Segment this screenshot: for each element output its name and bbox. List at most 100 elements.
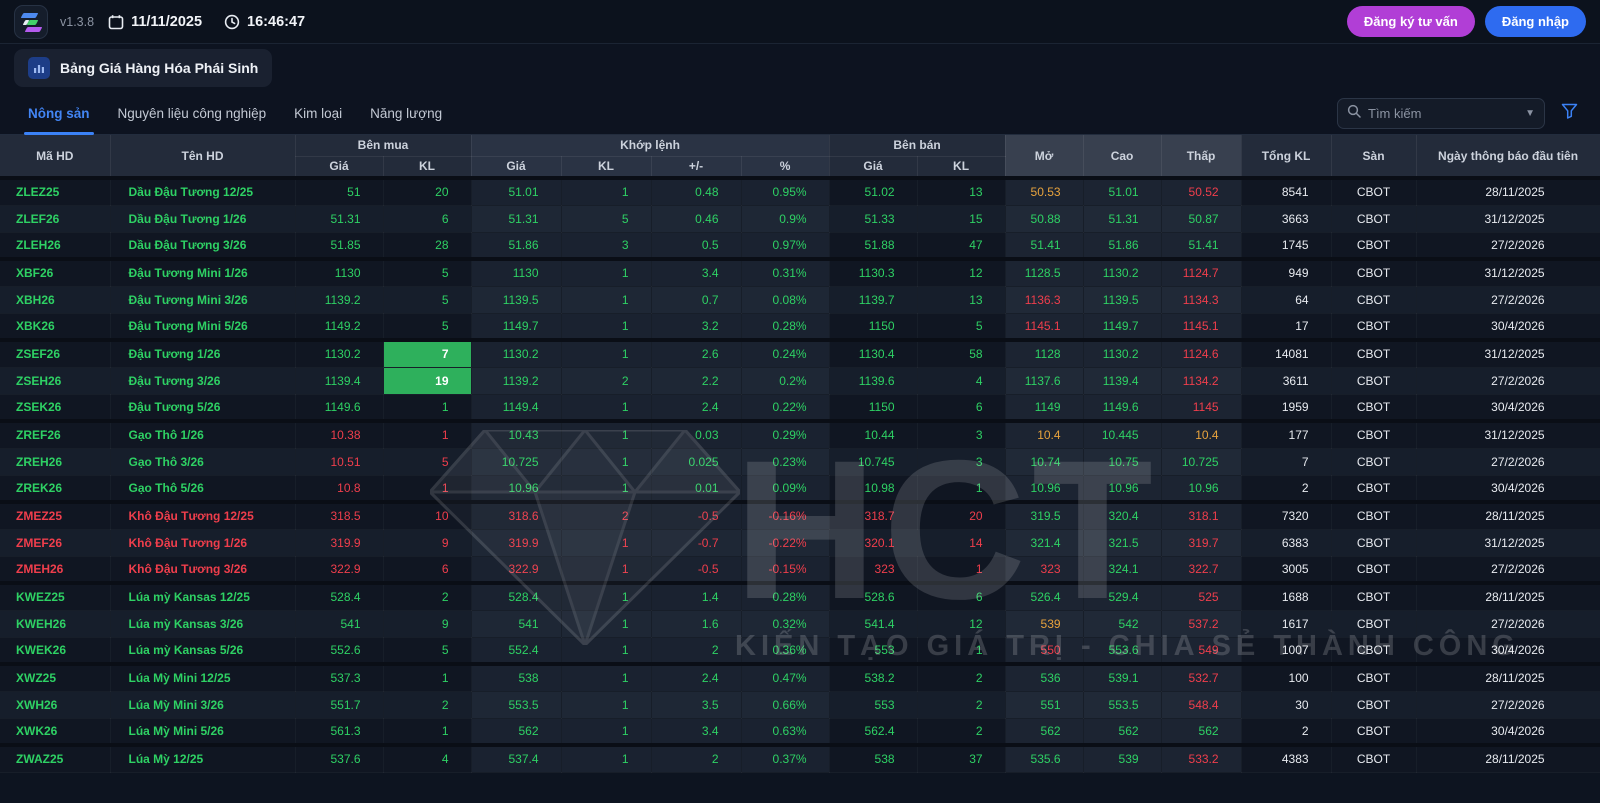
table-row[interactable]: XBK26 Đậu Tương Mini 5/26 1149.2 5 1149.7 1 3.… [0, 313, 1600, 341]
low-price: 525 [1161, 581, 1242, 611]
contract-name: Khô Đậu Tương 1/26 [110, 529, 296, 557]
search-box[interactable]: ▼ [1337, 97, 1545, 129]
match-volume: 5 [561, 205, 652, 233]
buy-volume: 9 [383, 529, 472, 557]
table-row[interactable]: XWZ25 Lúa Mỳ Mini 12/25 537.3 1 538 1 2.4 0.47%… [0, 662, 1600, 692]
match-change: 0.025 [651, 448, 742, 476]
total-volume: 949 [1241, 257, 1332, 287]
first-notice-date: 30/4/2026 [1416, 718, 1600, 746]
total-volume: 17 [1241, 313, 1332, 341]
table-row[interactable]: ZREH26 Gạo Thô 3/26 10.51 5 10.725 1 0.025 0.23… [0, 448, 1600, 476]
first-notice-date: 27/2/2026 [1416, 448, 1600, 476]
table-row[interactable]: ZSEF26 Đậu Tương 1/26 1130.2 7 1130.2 1 2.6 0.2… [0, 338, 1600, 368]
sell-volume: 1 [917, 637, 1006, 665]
table-row[interactable]: KWEK26 Lúa mỳ Kansas 5/26 552.6 5 552.4 1 2 0.3… [0, 637, 1600, 665]
match-price: 10.96 [471, 475, 562, 503]
open-price: 1136.3 [1005, 286, 1084, 314]
match-volume: 2 [561, 367, 652, 395]
buy-volume: 2 [383, 581, 472, 611]
sell-price: 538 [829, 743, 918, 773]
date-text: 11/11/2025 [131, 13, 203, 30]
table-row[interactable]: ZMEF26 Khô Đậu Tương 1/26 319.9 9 319.9 1 -0.7… [0, 529, 1600, 557]
exchange: CBOT [1331, 338, 1417, 368]
tab-nang-luong[interactable]: Năng lượng [370, 105, 443, 121]
sell-volume: 12 [917, 257, 1006, 287]
low-price: 322.7 [1161, 556, 1242, 584]
buy-volume: 2 [383, 691, 472, 719]
total-volume: 100 [1241, 662, 1332, 692]
sell-price: 562.4 [829, 718, 918, 746]
table-row[interactable]: ZLEF26 Dầu Đậu Tương 1/26 51.31 6 51.31 5 0.46… [0, 205, 1600, 233]
table-row[interactable]: KWEH26 Lúa mỳ Kansas 3/26 541 9 541 1 1.6 0.32%… [0, 610, 1600, 638]
sell-price: 553 [829, 691, 918, 719]
high-price: 539.1 [1083, 662, 1162, 692]
sell-volume: 6 [917, 581, 1006, 611]
total-volume: 2 [1241, 475, 1332, 503]
sell-volume: 15 [917, 205, 1006, 233]
match-volume: 1 [561, 257, 652, 287]
buy-volume: 5 [383, 637, 472, 665]
table-row[interactable]: XWH26 Lúa Mỳ Mini 3/26 551.7 2 553.5 1 3.5 0.66… [0, 691, 1600, 719]
tab-nguyen-lieu-cong-nghiep[interactable]: Nguyên liệu công nghiệp [117, 105, 267, 121]
table-row[interactable]: XBH26 Đậu Tương Mini 3/26 1139.2 5 1139.5 1 0.… [0, 286, 1600, 314]
total-volume: 1688 [1241, 581, 1332, 611]
match-volume: 1 [561, 286, 652, 314]
match-price: 1130 [471, 257, 562, 287]
contract-name: Đậu Tương 3/26 [110, 367, 296, 395]
sell-price: 1130.4 [829, 338, 918, 368]
table-row[interactable]: ZSEH26 Đậu Tương 3/26 1139.4 19 1139.2 2 2.2 0.… [0, 367, 1600, 395]
table-row[interactable]: ZREF26 Gạo Thô 1/26 10.38 1 10.43 1 0.03 0.29% 1… [0, 419, 1600, 449]
sell-price: 1150 [829, 394, 918, 422]
high-price: 324.1 [1083, 556, 1162, 584]
match-volume: 1 [561, 394, 652, 422]
buy-volume: 10 [383, 500, 472, 530]
table-row[interactable]: ZREK26 Gạo Thô 5/26 10.8 1 10.96 1 0.01 0.09% 10… [0, 475, 1600, 503]
match-change-pct: 0.09% [741, 475, 830, 503]
search-input[interactable] [1368, 105, 1519, 121]
chevron-down-icon[interactable]: ▼ [1525, 107, 1535, 119]
first-notice-date: 28/11/2025 [1416, 662, 1600, 692]
high-price: 10.75 [1083, 448, 1162, 476]
table-row[interactable]: ZSEK26 Đậu Tương 5/26 1149.6 1 1149.4 1 2.4 0.2… [0, 394, 1600, 422]
table-row[interactable]: ZLEH26 Dầu Đậu Tương 3/26 51.85 28 51.86 3 0.5… [0, 232, 1600, 260]
match-volume: 1 [561, 419, 652, 449]
sell-volume: 1 [917, 475, 1006, 503]
low-price: 548.4 [1161, 691, 1242, 719]
match-change: -0.5 [651, 500, 742, 530]
buy-volume: 5 [383, 448, 472, 476]
table-row[interactable]: XBF26 Đậu Tương Mini 1/26 1130 5 1130 1 3.4 0.3… [0, 257, 1600, 287]
contract-code: ZLEZ25 [0, 178, 111, 206]
match-change: 2 [651, 743, 742, 773]
match-volume: 1 [561, 691, 652, 719]
total-volume: 4383 [1241, 743, 1332, 773]
exchange: CBOT [1331, 257, 1417, 287]
high-price: 562 [1083, 718, 1162, 746]
sell-price: 1150 [829, 313, 918, 341]
login-button[interactable]: Đăng nhập [1484, 6, 1586, 37]
header-khop-lenh: Khớp lệnh [471, 135, 830, 157]
table-row[interactable]: ZWAZ25 Lúa Mỳ 12/25 537.6 4 537.4 1 2 0.37% 538 3… [0, 743, 1600, 773]
total-volume: 30 [1241, 691, 1332, 719]
tab-nong-san[interactable]: Nông sản [14, 92, 104, 135]
buy-volume: 5 [383, 257, 472, 287]
tab-kim-loai[interactable]: Kim loại [294, 105, 343, 121]
contract-name: Lúa Mỳ Mini 12/25 [110, 662, 296, 692]
match-volume: 1 [561, 556, 652, 584]
first-notice-date: 27/2/2026 [1416, 556, 1600, 584]
contract-code: KWEZ25 [0, 581, 111, 611]
contract-code: ZLEH26 [0, 232, 111, 260]
contract-code: ZMEZ25 [0, 500, 111, 530]
table-row[interactable]: XWK26 Lúa Mỳ Mini 5/26 561.3 1 562 1 3.4 0.63% 5… [0, 718, 1600, 746]
register-consult-button[interactable]: Đăng ký tư vấn [1346, 6, 1475, 37]
filter-icon[interactable] [1561, 103, 1578, 124]
exchange: CBOT [1331, 691, 1417, 719]
table-row[interactable]: KWEZ25 Lúa mỳ Kansas 12/25 528.4 2 528.4 1 1.4… [0, 581, 1600, 611]
low-price: 1124.6 [1161, 338, 1242, 368]
high-price: 539 [1083, 743, 1162, 773]
table-row[interactable]: ZMEH26 Khô Đậu Tương 3/26 322.9 6 322.9 1 -0.5… [0, 556, 1600, 584]
tab-bar: Nông sản Nguyên liệu công nghiệp Kim loạ… [0, 92, 1600, 135]
table-row[interactable]: ZLEZ25 Dầu Đậu Tương 12/25 51 20 51.01 1 0.48 0… [0, 178, 1600, 206]
match-price: 10.43 [471, 419, 562, 449]
sell-volume: 58 [917, 338, 1006, 368]
table-row[interactable]: ZMEZ25 Khô Đậu Tương 12/25 318.5 10 318.6 2 -0… [0, 500, 1600, 530]
